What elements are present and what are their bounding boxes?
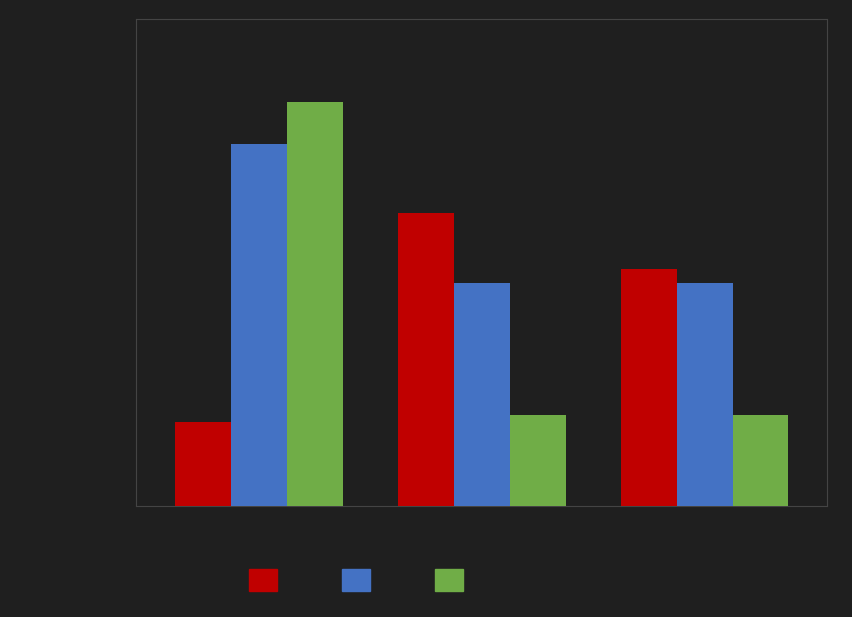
Bar — [231, 144, 286, 506]
Bar — [398, 213, 453, 506]
Bar — [732, 415, 787, 506]
Legend: , , : , , — [243, 563, 473, 597]
Bar — [509, 415, 565, 506]
Bar — [286, 102, 343, 506]
Bar — [620, 269, 676, 506]
Bar — [176, 423, 231, 506]
Bar — [453, 283, 509, 506]
Bar — [676, 283, 732, 506]
